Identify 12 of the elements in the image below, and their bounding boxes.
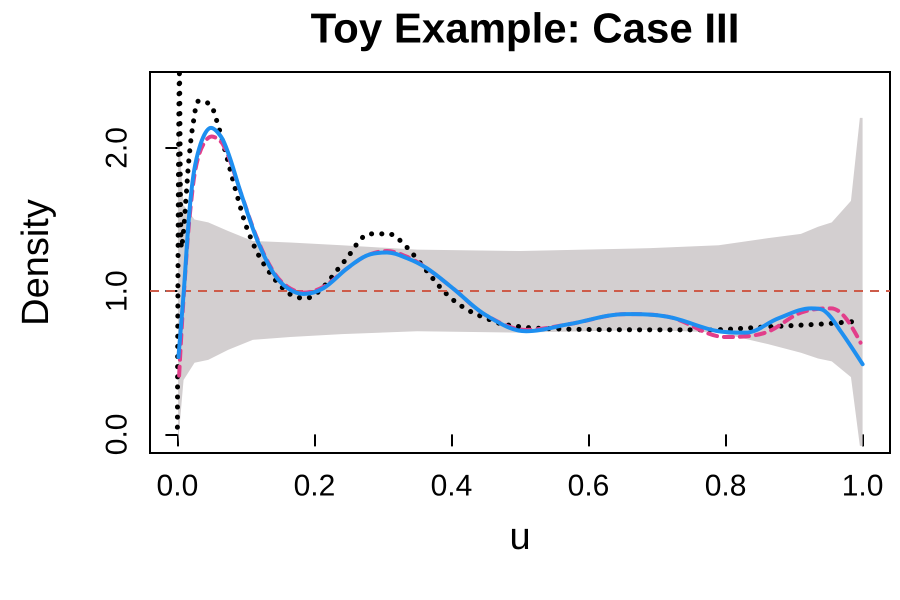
y-tick-label: 2.0 (100, 127, 134, 169)
x-tick-label: 0.6 (568, 470, 610, 502)
x-tick-label: 0.2 (294, 470, 336, 502)
x-tick-label: 0.8 (704, 470, 746, 502)
x-tick-label: 0.0 (156, 470, 198, 502)
x-tick-label: 1.0 (842, 470, 884, 502)
x-tick-label: 0.4 (430, 470, 472, 502)
y-tick-label: 0.0 (100, 414, 134, 456)
chart-title: Toy Example: Case III (310, 4, 740, 52)
x-axis-title: u (509, 516, 531, 558)
y-axis-title: Density (15, 199, 57, 326)
y-tick-label: 1.0 (100, 270, 134, 312)
